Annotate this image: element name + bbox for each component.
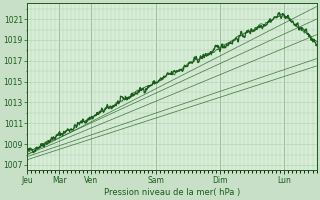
X-axis label: Pression niveau de la mer( hPa ): Pression niveau de la mer( hPa ) bbox=[104, 188, 240, 197]
